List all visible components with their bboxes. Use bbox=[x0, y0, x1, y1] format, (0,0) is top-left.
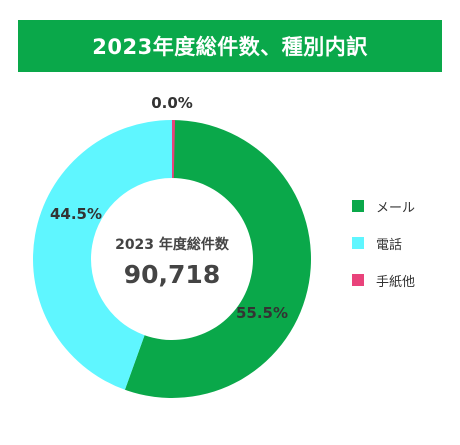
legend-label-email: メール bbox=[376, 200, 416, 216]
legend-item-letter: 手紙他 bbox=[352, 270, 452, 290]
data-label-phone: 44.5% bbox=[50, 205, 102, 223]
legend-label-phone: 電話 bbox=[376, 237, 403, 253]
legend-item-phone: 電話 bbox=[352, 233, 452, 253]
legend-swatch-letter bbox=[352, 274, 364, 286]
donut-slice-email bbox=[124, 120, 311, 398]
chart-legend: メール 電話 手紙他 bbox=[352, 196, 452, 307]
legend-item-email: メール bbox=[352, 196, 452, 216]
donut-slice-letter bbox=[172, 120, 176, 179]
chart-title-banner: 2023年度総件数、種別内訳 bbox=[18, 20, 442, 72]
data-label-email: 55.5% bbox=[236, 304, 288, 322]
center-total-label: 2023 年度総件数 bbox=[115, 237, 229, 253]
donut-slice-phone bbox=[32, 120, 172, 390]
center-total-value: 90,718 bbox=[123, 260, 221, 289]
chart-title: 2023年度総件数、種別内訳 bbox=[92, 35, 368, 59]
legend-label-letter: 手紙他 bbox=[376, 274, 416, 290]
data-label-letter: 0.0% bbox=[151, 94, 193, 112]
legend-swatch-email bbox=[352, 200, 364, 212]
legend-swatch-phone bbox=[352, 237, 364, 249]
